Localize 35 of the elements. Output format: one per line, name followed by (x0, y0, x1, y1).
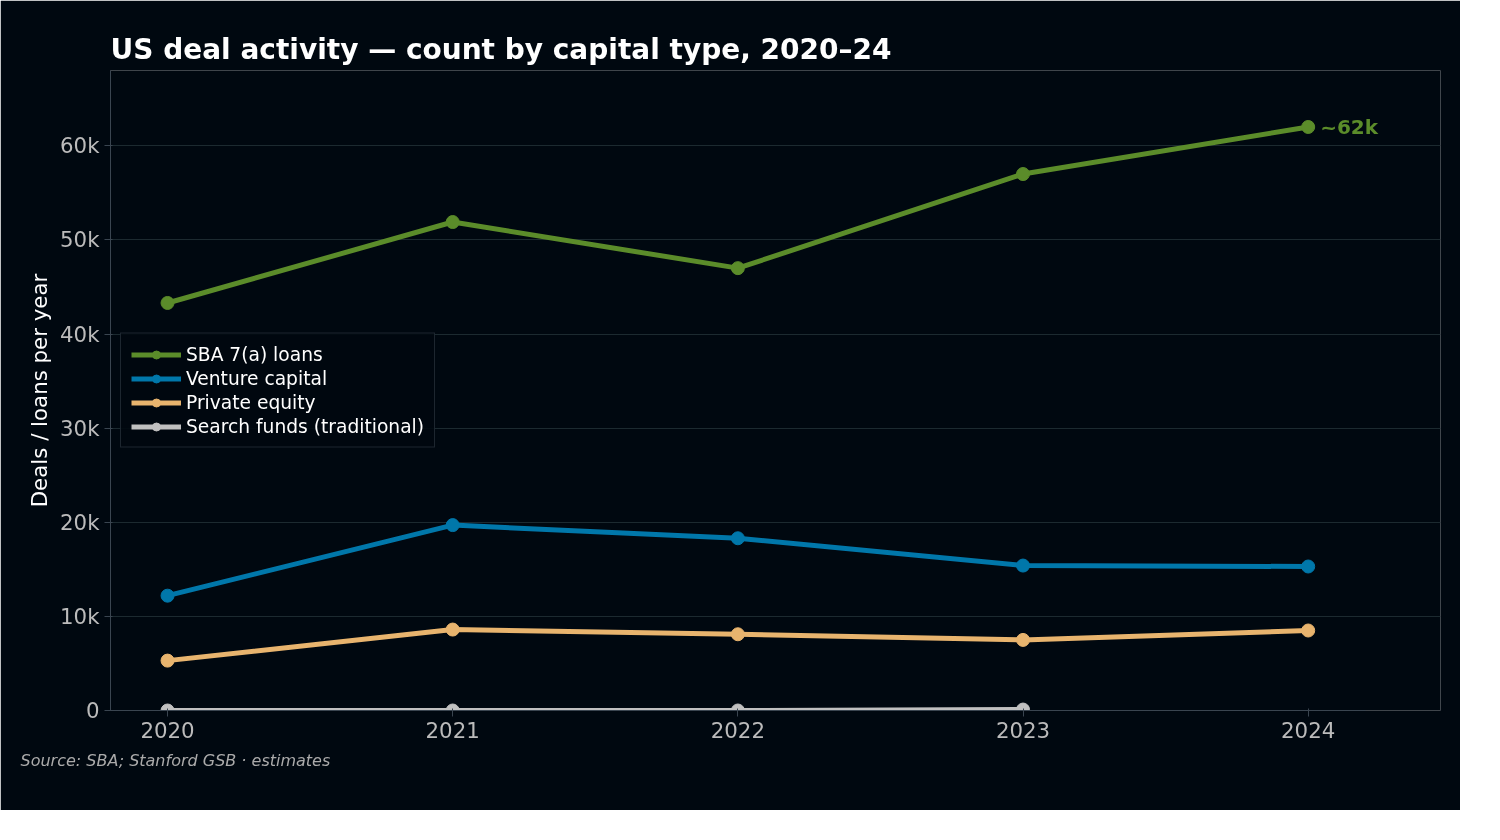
y-tick-label: 40k (60, 321, 101, 347)
point (1301, 623, 1316, 638)
y-tick-label: 10k (60, 603, 101, 629)
annotation: ~62k (1320, 114, 1379, 139)
point (1016, 167, 1031, 182)
legend-label: Venture capital (186, 367, 328, 389)
point (445, 518, 460, 533)
point (730, 261, 745, 276)
legend-label: Search funds (traditional) (186, 415, 425, 437)
point (1016, 632, 1031, 647)
x-tick-label: 2021 (425, 717, 480, 743)
x-tick-label: 2023 (995, 717, 1051, 743)
legend-label: Private equity (186, 391, 316, 413)
y-tick-label: 60k (60, 133, 101, 159)
y-axis-title: Deals / loans per year (27, 273, 53, 508)
point (160, 653, 175, 668)
x-tick-label: 2022 (710, 717, 765, 743)
x-tick-label: 2024 (1281, 717, 1336, 743)
legend-label: SBA 7(a) loans (186, 343, 323, 365)
point (1301, 559, 1316, 574)
x-tick-label: 2020 (140, 717, 195, 743)
chart-title: US deal activity — count by capital type, 2020–24 (110, 32, 892, 66)
y-tick-label: 0 (85, 698, 100, 723)
point (1301, 119, 1316, 134)
point (730, 627, 745, 642)
point (445, 215, 460, 230)
point (1016, 558, 1031, 573)
y-tick-label: 50k (60, 227, 101, 253)
point (160, 295, 175, 310)
point (445, 622, 460, 637)
point (730, 531, 745, 546)
point (160, 588, 175, 603)
y-tick-label: 20k (60, 509, 101, 535)
source-note: Source: SBA; Stanford GSB · estimates (20, 750, 331, 770)
y-tick-label: 30k (60, 415, 101, 441)
